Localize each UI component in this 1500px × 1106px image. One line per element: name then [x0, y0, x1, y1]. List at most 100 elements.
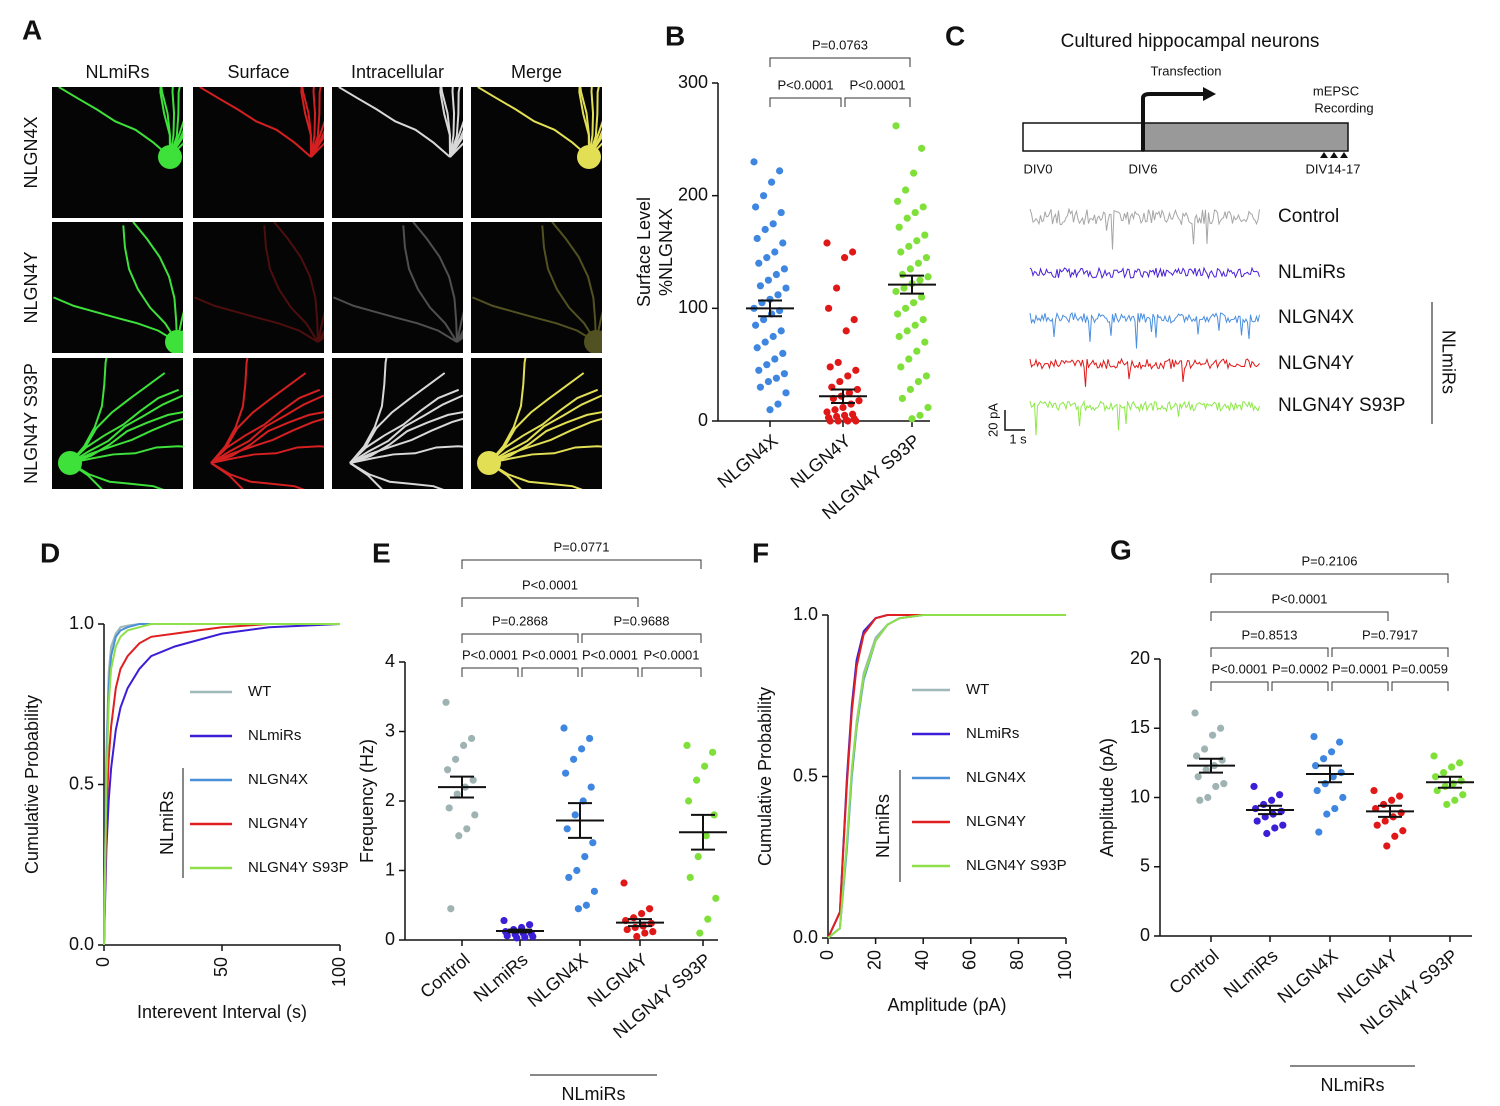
data-point: [1209, 731, 1217, 739]
data-point: [911, 208, 919, 217]
data-point: [1320, 755, 1328, 763]
recording-marker: [1340, 152, 1348, 158]
data-point: [852, 417, 860, 425]
trace: [1029, 311, 1260, 349]
data-point: [503, 932, 511, 940]
data-point: [571, 811, 579, 819]
data-point: [1315, 828, 1323, 836]
comparison-bracket: [461, 633, 579, 643]
data-point: [1271, 824, 1279, 832]
data-point: [922, 372, 931, 380]
cdf-line: [827, 614, 1066, 939]
data-point: [565, 873, 573, 882]
data-point: [1250, 782, 1258, 791]
data-point: [777, 327, 785, 335]
data-point: [1451, 796, 1459, 804]
timeline-label: DIV14-17: [1306, 161, 1361, 176]
data-point: [763, 361, 771, 369]
data-point: [768, 178, 776, 186]
y-axis-label: Frequency (Hz): [357, 739, 377, 863]
data-point: [916, 276, 924, 284]
data-point: [529, 932, 537, 941]
dendrite: [349, 445, 463, 464]
data-point: [582, 901, 591, 909]
error-bar: [1199, 757, 1223, 774]
data-point: [1204, 793, 1212, 802]
image-background: [52, 222, 183, 353]
data-point: [455, 832, 463, 840]
error-bar: [508, 928, 532, 934]
data-point: [1432, 773, 1440, 781]
y-tick-label: 3: [385, 720, 395, 740]
group-label: NLmiRs: [1320, 1075, 1384, 1095]
data-point: [779, 239, 787, 247]
dendrite: [588, 120, 602, 158]
legend-label: NLGN4Y: [248, 815, 308, 832]
data-point: [1336, 738, 1344, 746]
data-point: [445, 804, 453, 812]
cdf-line: [103, 623, 341, 946]
data-point: [1459, 791, 1467, 799]
dendrite: [551, 222, 597, 343]
data-point: [1441, 782, 1449, 791]
data-point: [1193, 752, 1201, 760]
dendrite: [349, 462, 383, 489]
column-label: Surface: [227, 62, 289, 82]
p-value: P=0.9688: [613, 613, 669, 628]
data-point: [701, 762, 709, 770]
y-axis-label: Cumulative Probability: [22, 695, 42, 874]
y-tick-label: 100: [678, 297, 708, 317]
data-point: [447, 905, 455, 913]
data-point: [1310, 732, 1318, 741]
soma: [58, 451, 82, 475]
cdf-line: [827, 614, 1066, 939]
timeline-after: [1142, 122, 1349, 152]
image-background: [332, 358, 463, 489]
dendrite: [488, 411, 602, 464]
x-tick-label: 50: [211, 957, 231, 977]
comparison-bracket: [1271, 681, 1329, 691]
column-label: Merge: [511, 62, 562, 82]
data-point: [852, 366, 860, 374]
micrograph: [332, 222, 463, 353]
data-point: [623, 925, 631, 934]
data-point: [586, 734, 594, 743]
y-axis-label: Surface Level: [634, 197, 654, 307]
image-background: [193, 358, 324, 489]
dendrite: [338, 87, 451, 158]
micrograph: [471, 87, 602, 218]
x-tick-label: 0: [93, 957, 113, 967]
x-tick-label: NLGN4X: [524, 949, 592, 1011]
data-point: [1212, 782, 1220, 791]
data-point: [1391, 832, 1399, 840]
dendrite: [449, 120, 463, 158]
timeline-before: [1022, 122, 1144, 152]
x-tick-label: 100: [1055, 950, 1075, 980]
data-point: [913, 237, 921, 245]
dendrite: [69, 417, 183, 464]
image-background: [471, 222, 602, 353]
neuron: [199, 87, 324, 158]
data-point: [1268, 796, 1276, 804]
dendrite: [488, 394, 602, 464]
neuron: [333, 222, 463, 343]
data-point: [1194, 773, 1202, 781]
data-point: [894, 197, 902, 205]
y-axis-label: %NLGN4X: [656, 208, 676, 296]
group-label: NLmiRs: [561, 1084, 625, 1104]
p-value: P=0.2106: [1301, 553, 1357, 568]
dendrite: [169, 87, 181, 158]
dendrite: [317, 310, 324, 343]
x-tick-label: 40: [912, 950, 932, 970]
data-point: [1381, 817, 1389, 825]
neuron: [349, 358, 463, 489]
panel-letter: D: [40, 537, 60, 568]
data-point: [774, 291, 782, 299]
y-tick-label: 0.5: [69, 773, 94, 793]
dendrite: [210, 411, 324, 464]
data-point: [521, 933, 529, 941]
data-point: [897, 248, 905, 256]
data-point: [1396, 792, 1404, 800]
dendrite: [176, 310, 183, 343]
dendrite: [488, 462, 583, 489]
